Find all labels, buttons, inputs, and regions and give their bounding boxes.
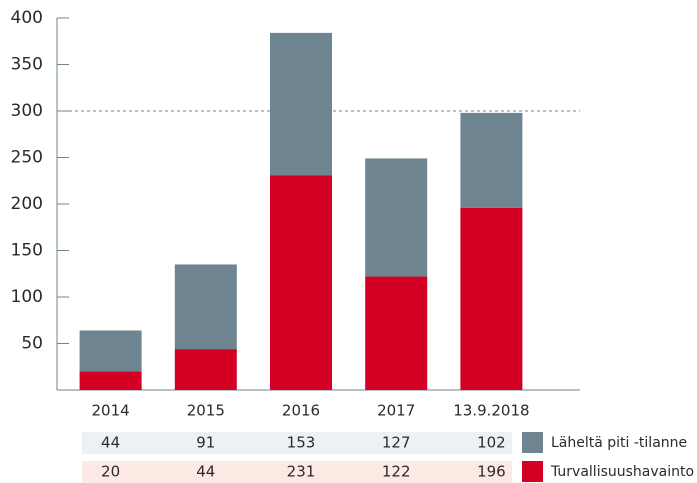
y-tick-label: 350 — [11, 55, 43, 75]
table-value: 127 — [382, 434, 411, 452]
y-tick-label: 150 — [11, 241, 43, 261]
table-row-bg — [82, 432, 512, 454]
table-row-bg — [82, 461, 512, 483]
y-tick-label: 50 — [21, 334, 43, 354]
x-tick-label: 2015 — [187, 402, 225, 420]
table-value: 153 — [287, 434, 316, 452]
table-value: 231 — [287, 463, 316, 481]
table-value: 44 — [101, 434, 120, 452]
bar-segment — [270, 175, 332, 390]
table-value: 102 — [477, 434, 506, 452]
x-tick-label: 2016 — [282, 402, 320, 420]
y-tick-label: 250 — [11, 148, 43, 168]
bar-segment — [460, 112, 523, 208]
bar-segment — [270, 32, 332, 176]
x-tick-label: 13.9.2018 — [453, 402, 529, 420]
x-tick-label: 2014 — [92, 402, 130, 420]
bar-segment — [460, 207, 523, 390]
y-tick-label: 400 — [11, 8, 43, 28]
y-tick-label: 300 — [11, 101, 43, 121]
table-value: 20 — [101, 463, 120, 481]
bar-segment — [365, 158, 428, 277]
legend-label: Läheltä piti -tilanne — [551, 435, 687, 451]
legend-swatch — [522, 432, 543, 453]
y-tick-label: 100 — [11, 287, 43, 307]
legend-swatch — [522, 461, 543, 482]
table-value: 44 — [196, 463, 215, 481]
bar-segment — [174, 264, 237, 350]
y-tick-label: 200 — [11, 194, 43, 214]
bar-segment — [174, 349, 237, 390]
table-value: 91 — [196, 434, 215, 452]
legend-label: Turvallisuushavainto — [550, 464, 694, 480]
bar-segment — [365, 276, 428, 390]
bar-segment — [79, 330, 142, 372]
table-value: 196 — [477, 463, 506, 481]
bar-segment — [79, 371, 142, 390]
table-value: 122 — [382, 463, 411, 481]
x-tick-label: 2017 — [377, 402, 415, 420]
